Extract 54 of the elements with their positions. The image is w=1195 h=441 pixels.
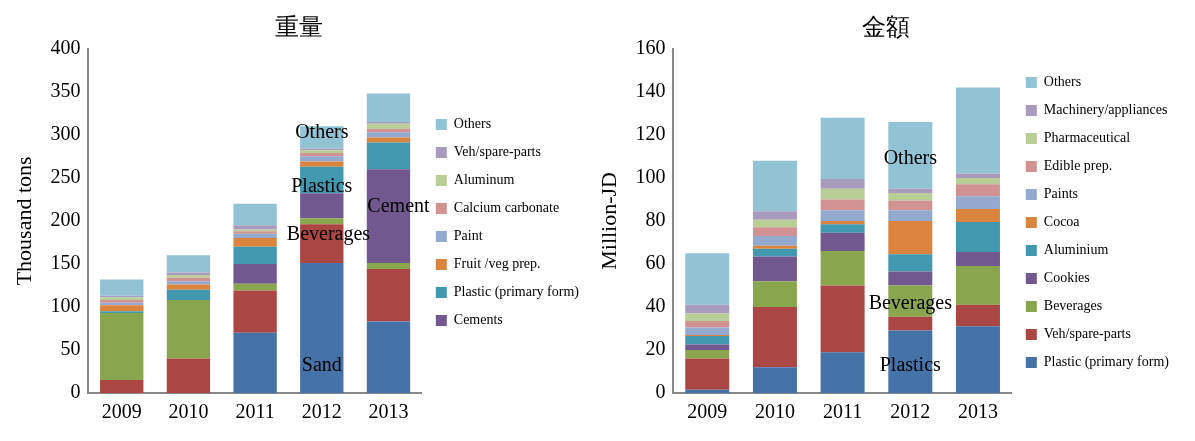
legend-label: Aluminium xyxy=(1043,242,1109,258)
y-tick-label: 60 xyxy=(645,251,666,274)
chart-title: 金額 xyxy=(862,13,910,40)
x-tick-label: 2013 xyxy=(368,400,409,423)
y-tick-label: 0 xyxy=(655,380,666,403)
x-tick-label: 2009 xyxy=(101,400,142,423)
legend-label: Aluminum xyxy=(453,172,515,188)
y-tick-label: 50 xyxy=(60,337,81,360)
y-tick-label: 120 xyxy=(635,122,666,145)
y-tick-label: 100 xyxy=(635,165,666,188)
x-tick-label: 2011 xyxy=(822,400,863,423)
x-tick-label: 2012 xyxy=(301,400,342,423)
x-tick-label: 2012 xyxy=(890,400,931,423)
y-tick-label: 350 xyxy=(50,79,81,102)
legend-label: Machinery/appliances xyxy=(1043,102,1168,118)
y-tick-label: 160 xyxy=(635,36,666,59)
y-tick-label: 100 xyxy=(50,294,81,317)
legend-label: Paints xyxy=(1043,186,1079,202)
legend-label: Plastic (primary form) xyxy=(453,284,580,301)
legend-label: Calcium carbonate xyxy=(453,200,560,216)
legend-label: Others xyxy=(453,116,492,132)
y-tick-label: 40 xyxy=(645,294,666,317)
legend-label: Cookies xyxy=(1043,270,1090,286)
annotation: Others xyxy=(295,120,349,143)
y-tick-label: 300 xyxy=(50,122,81,145)
x-tick-label: 2010 xyxy=(168,400,209,423)
annotation: Sand xyxy=(301,352,342,375)
x-tick-label: 2013 xyxy=(957,400,998,423)
legend-label: Paint xyxy=(453,228,483,244)
legend-label: Veh/spare-parts xyxy=(453,144,541,160)
chart-title: 重量 xyxy=(274,13,323,40)
y-tick-label: 20 xyxy=(645,337,666,360)
y-tick-label: 80 xyxy=(645,208,666,231)
legend-label: Edible prep. xyxy=(1043,158,1113,174)
y-tick-label: 0 xyxy=(70,380,81,403)
legend-label: Fruit /veg prep. xyxy=(453,256,541,272)
annotation: Others xyxy=(883,146,938,169)
y-tick-label: 250 xyxy=(50,165,81,188)
legend-label: Veh/spare-parts xyxy=(1043,326,1131,342)
y-tick-label: 200 xyxy=(50,208,81,231)
x-tick-label: 2010 xyxy=(754,400,795,423)
y-axis-title: Million-JD xyxy=(595,172,621,270)
x-tick-label: 2009 xyxy=(687,400,728,423)
legend-label: Cements xyxy=(453,312,503,328)
legend-label: Pharmaceutical xyxy=(1043,130,1131,146)
legend-label: Others xyxy=(1043,74,1082,90)
legend-label: Beverages xyxy=(1043,298,1103,314)
x-tick-label: 2011 xyxy=(235,400,275,423)
y-tick-label: 140 xyxy=(635,79,666,102)
legend-label: Plastic (primary form) xyxy=(1043,354,1170,371)
y-tick-label: 150 xyxy=(50,251,81,274)
legend-label: Cocoa xyxy=(1043,214,1081,230)
y-tick-label: 400 xyxy=(50,36,81,59)
y-axis-title: Thousand tons xyxy=(10,156,36,286)
